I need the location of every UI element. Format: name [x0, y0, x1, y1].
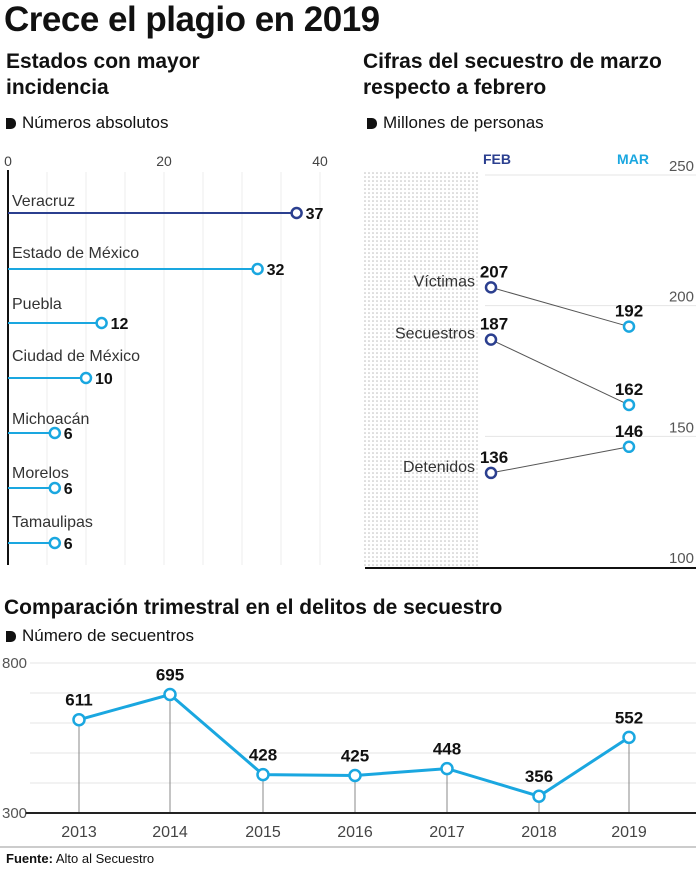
- slope-chart-title: Cifras del secuestro de marzo respecto a…: [363, 50, 662, 99]
- data-label: 10: [95, 371, 113, 388]
- x-tick-label: 2018: [521, 824, 557, 841]
- data-point: [622, 440, 636, 454]
- data-label: 207: [480, 262, 508, 281]
- data-point: [72, 712, 86, 727]
- category-label: Veracruz: [12, 193, 75, 210]
- column-header: FEB: [483, 151, 511, 167]
- y-tick-label: 300: [2, 805, 27, 822]
- x-tick-label: 2016: [337, 824, 373, 841]
- data-point: [622, 398, 636, 412]
- x-tick-label: 40: [312, 153, 328, 169]
- y-tick-label: 150: [669, 419, 694, 436]
- line-chart-title: Comparación trimestral en el delitos de …: [4, 596, 503, 619]
- source-note: Fuente: Alto al Secuestro: [6, 851, 154, 866]
- data-label: 192: [615, 302, 643, 321]
- series-label: Secuestros: [395, 326, 475, 343]
- data-label: 552: [615, 708, 643, 727]
- bar-end-point: [48, 426, 62, 440]
- category-label: Ciudad de México: [12, 348, 140, 365]
- series-label: Víctimas: [414, 273, 475, 290]
- data-point: [484, 281, 498, 294]
- line-chart: 300 800 611 2013 695 2014 428 2015 425 2016 448 201…: [2, 655, 696, 841]
- line-chart-subtitle: Número de secuentros: [6, 626, 194, 646]
- category-label: Morelos: [12, 465, 69, 482]
- y-tick-label: 200: [669, 289, 694, 306]
- bar-end-point: [290, 206, 303, 220]
- data-label: 425: [341, 747, 369, 766]
- data-label: 611: [65, 691, 92, 710]
- line-chart-subtitle-text: Número de secuentros: [22, 626, 194, 645]
- x-tick-label: 20: [156, 153, 172, 169]
- x-tick-label: 0: [4, 153, 12, 169]
- bar-end-point: [79, 371, 93, 385]
- x-tick-label: 2019: [611, 824, 647, 841]
- slope-line: [490, 339, 630, 406]
- category-label: Estado de México: [12, 245, 139, 262]
- data-point: [622, 320, 636, 333]
- bar-chart: 0 20 40 Veracruz 37 Estado de México 32 Puebla 1…: [4, 153, 328, 565]
- bar-end-point: [48, 536, 62, 550]
- marker-icon: [6, 630, 16, 642]
- series-label: Detenidos: [403, 459, 475, 476]
- data-label: 428: [249, 746, 277, 765]
- source-label: Fuente:: [6, 851, 53, 866]
- y-tick-label: 100: [669, 550, 694, 567]
- source-text: Alto al Secuestro: [55, 851, 155, 866]
- slope-chart-subtitle-text: Millones de personas: [383, 113, 544, 132]
- bar-end-point: [48, 481, 62, 495]
- data-point: [532, 789, 546, 803]
- data-point: [484, 466, 498, 480]
- data-label: 162: [615, 380, 643, 399]
- slope-line: [490, 446, 630, 474]
- data-point: [256, 767, 270, 782]
- data-label: 146: [615, 422, 643, 441]
- data-label: 695: [156, 666, 184, 685]
- bar-end-point: [251, 262, 264, 276]
- data-point: [622, 730, 636, 745]
- x-tick-label: 2014: [152, 824, 188, 841]
- data-label: 187: [480, 315, 508, 334]
- data-label: 32: [267, 262, 285, 279]
- marker-icon: [367, 117, 377, 129]
- category-label: Michoacán: [12, 411, 89, 428]
- data-point: [163, 687, 177, 702]
- x-tick-label: 2013: [61, 824, 97, 841]
- data-label: 37: [306, 206, 324, 223]
- y-tick-label: 800: [2, 655, 27, 672]
- data-point: [348, 768, 362, 783]
- data-label: 6: [64, 481, 73, 498]
- category-label: Tamaulipas: [12, 514, 93, 531]
- slope-chart: 100 150 200 250 FEB MAR Víctimas 207 192 Secuestr…: [363, 151, 696, 569]
- data-label: 12: [111, 316, 129, 333]
- x-tick-label: 2017: [429, 824, 465, 841]
- x-tick-label: 2015: [245, 824, 281, 841]
- bar-chart-title: Estados con mayor incidencia: [6, 50, 200, 99]
- marker-icon: [6, 117, 16, 129]
- y-tick-label: 250: [669, 158, 694, 175]
- bar-end-point: [95, 316, 108, 330]
- column-header: MAR: [617, 151, 649, 167]
- data-label: 136: [480, 448, 508, 467]
- data-point: [484, 333, 498, 346]
- bar-chart-subtitle: Números absolutos: [6, 113, 168, 133]
- slope-chart-subtitle: Millones de personas: [367, 113, 544, 133]
- dotted-panel: [363, 172, 478, 566]
- page-title: Crece el plagio en 2019: [4, 0, 380, 39]
- bar-chart-subtitle-text: Números absolutos: [22, 113, 169, 132]
- data-label: 356: [525, 767, 553, 786]
- category-label: Puebla: [12, 296, 62, 313]
- data-label: 6: [64, 536, 73, 553]
- data-label: 6: [64, 426, 73, 443]
- data-label: 448: [433, 740, 461, 759]
- slope-line: [490, 286, 630, 328]
- data-point: [440, 761, 454, 776]
